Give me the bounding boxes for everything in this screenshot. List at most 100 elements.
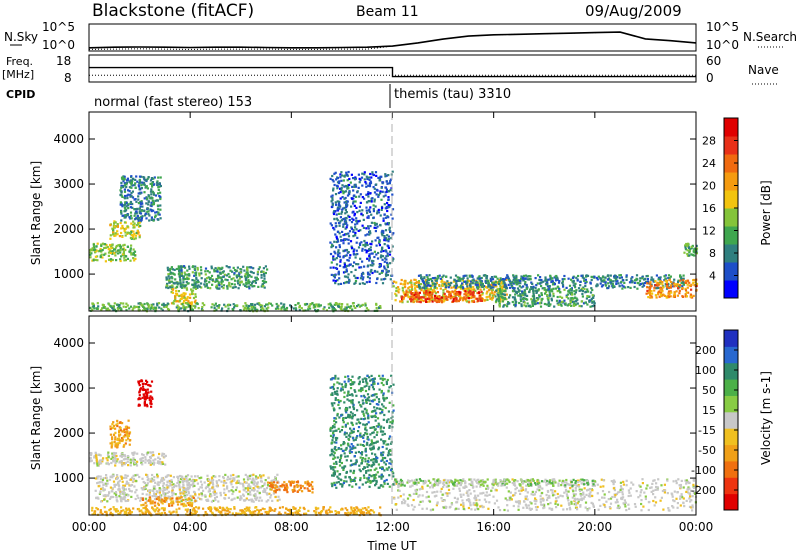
velocity-cell <box>276 480 279 483</box>
power-cell <box>345 306 348 309</box>
power-cell <box>205 280 208 283</box>
power-cell <box>349 263 352 266</box>
power-cell <box>191 271 194 274</box>
power-cell <box>426 294 430 297</box>
power-cell <box>183 295 186 298</box>
power-cell <box>391 259 394 262</box>
velocity-cell <box>158 462 161 465</box>
velocity-cell <box>114 491 118 494</box>
power-cell <box>153 307 156 310</box>
power-cell <box>340 188 343 191</box>
power-cell <box>337 305 340 308</box>
power-cell <box>667 274 671 277</box>
velocity-cell <box>187 488 190 491</box>
power-cell <box>331 196 334 200</box>
velocity-cell <box>169 482 172 485</box>
power-cell <box>343 233 347 236</box>
velocity-cell <box>126 482 129 485</box>
velocity-cell <box>214 475 217 478</box>
power-cell <box>366 243 369 247</box>
power-cell <box>338 222 341 225</box>
velocity-cell <box>266 481 270 484</box>
power-cell <box>361 196 364 199</box>
power-cell <box>112 307 115 310</box>
power-cell <box>403 283 407 286</box>
velocity-cell <box>171 491 174 494</box>
power-cell <box>382 219 385 222</box>
power-cell <box>657 290 660 293</box>
velocity-cell <box>104 494 107 497</box>
velocity-cell <box>112 451 115 455</box>
velocity-cell <box>142 454 145 457</box>
power-cell <box>334 282 337 285</box>
velocity-cell <box>242 478 246 481</box>
power-cell <box>109 243 112 247</box>
velocity-cell <box>151 495 154 498</box>
velocity-cell <box>171 489 174 492</box>
power-cell <box>139 188 142 191</box>
velocity-cell <box>163 497 166 500</box>
velocity-cell <box>126 435 129 438</box>
power-cell <box>171 291 174 294</box>
power-cell <box>275 302 278 306</box>
power-cell <box>226 279 229 282</box>
power-cell <box>647 280 650 283</box>
power-cell <box>225 274 228 277</box>
power-cell <box>103 246 106 250</box>
power-cell <box>381 229 384 232</box>
power-cell <box>147 212 150 216</box>
power-cell <box>513 287 516 290</box>
velocity-cell <box>212 491 215 494</box>
power-cell <box>497 289 500 292</box>
power-cell <box>585 275 588 278</box>
power-cell <box>367 215 370 218</box>
power-cell <box>197 281 200 284</box>
velocity-cell <box>172 486 175 489</box>
power-cell <box>607 274 610 277</box>
power-cell <box>188 267 191 270</box>
power-cell <box>334 233 337 236</box>
velocity-cell <box>157 460 160 463</box>
power-cell <box>550 280 553 284</box>
power-cell <box>149 190 153 193</box>
velocity-cell <box>218 475 221 478</box>
power-cell <box>693 278 696 282</box>
power-cell <box>344 249 347 252</box>
velocity-cell <box>170 500 173 503</box>
power-cell <box>519 293 522 296</box>
power-cell <box>522 274 526 277</box>
power-cell <box>363 197 366 200</box>
power-cell <box>350 245 353 248</box>
power-cell <box>396 289 399 292</box>
power-cell <box>465 282 468 285</box>
power-cell <box>104 306 107 309</box>
power-cell <box>672 285 675 288</box>
power-cell <box>515 275 518 278</box>
power-cell <box>171 284 174 287</box>
velocity-cell <box>162 487 165 490</box>
velocity-cell <box>178 500 181 503</box>
power-cell <box>405 294 408 297</box>
velocity-cell <box>110 461 113 465</box>
power-cell <box>443 297 446 300</box>
velocity-cell <box>146 393 149 396</box>
power-cell <box>547 288 550 291</box>
power-scatter <box>89 170 699 313</box>
velocity-cell <box>188 483 191 486</box>
power-cell <box>338 180 341 183</box>
velocity-cell <box>116 458 119 461</box>
power-cell <box>663 279 666 282</box>
noise-tick-bottom-left: 10^0 <box>42 38 75 52</box>
power-cell <box>389 250 392 253</box>
power-cell <box>368 233 371 236</box>
power-cell <box>655 296 658 299</box>
power-cell <box>425 279 428 282</box>
power-cell <box>355 220 358 223</box>
power-cell <box>227 307 230 310</box>
power-cell <box>373 250 376 253</box>
power-cell <box>365 307 368 310</box>
power-cell <box>427 278 430 281</box>
power-cell <box>673 295 676 298</box>
